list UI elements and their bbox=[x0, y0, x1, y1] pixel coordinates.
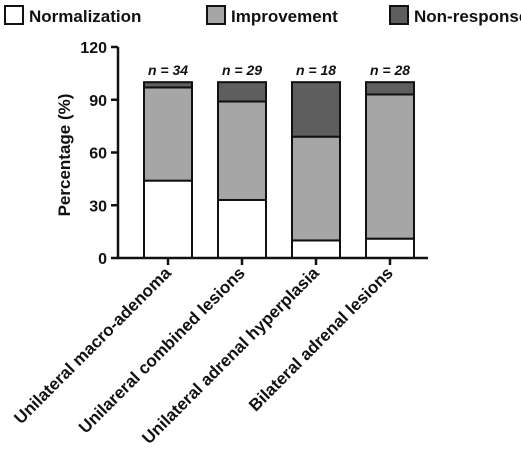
sample-size-label: n = 29 bbox=[222, 62, 262, 78]
sample-size-label: n = 34 bbox=[148, 62, 188, 78]
y-tick-label: 30 bbox=[89, 198, 107, 215]
x-tick-label: Unilateral macro-adenoma bbox=[10, 263, 175, 428]
bar-segment-3 bbox=[217, 81, 267, 103]
y-axis-label: Percentage (%) bbox=[55, 94, 74, 217]
y-tick-label: 60 bbox=[89, 146, 107, 163]
bars: n = 34 n = 29 n = 18 n = 28 bbox=[143, 62, 415, 260]
legend-swatch-3 bbox=[389, 5, 409, 25]
legend-swatch-2 bbox=[206, 5, 226, 25]
bar-segment-2 bbox=[143, 86, 193, 182]
bar-segment-2 bbox=[365, 93, 415, 240]
bar-segment-3 bbox=[365, 81, 415, 96]
x-tick-label: Bilateral adrenal lesions bbox=[245, 263, 397, 415]
bar-segment-2 bbox=[291, 135, 341, 242]
bar-segment-1 bbox=[143, 179, 193, 259]
legend-swatch-1 bbox=[4, 5, 24, 25]
y-axis: 0 30 60 90 120 bbox=[80, 40, 120, 268]
bar-segment-1 bbox=[217, 198, 267, 260]
bar-segment-2 bbox=[217, 100, 267, 201]
bar-segment-1 bbox=[365, 237, 415, 260]
legend: Normalization Improvement Non-response bbox=[4, 5, 521, 26]
sample-size-label: n = 18 bbox=[296, 62, 336, 78]
legend-label-3: Non-response bbox=[414, 7, 521, 26]
legend-label-2: Improvement bbox=[231, 7, 338, 26]
bar-segment-1 bbox=[291, 239, 341, 260]
bar-segment-3 bbox=[143, 81, 193, 89]
sample-size-label: n = 28 bbox=[370, 62, 410, 78]
y-tick-label: 90 bbox=[89, 93, 107, 110]
y-tick-label: 120 bbox=[80, 40, 107, 57]
bar-segment-3 bbox=[291, 81, 341, 138]
legend-label-1: Normalization bbox=[29, 7, 141, 26]
y-tick-label: 0 bbox=[98, 251, 107, 268]
